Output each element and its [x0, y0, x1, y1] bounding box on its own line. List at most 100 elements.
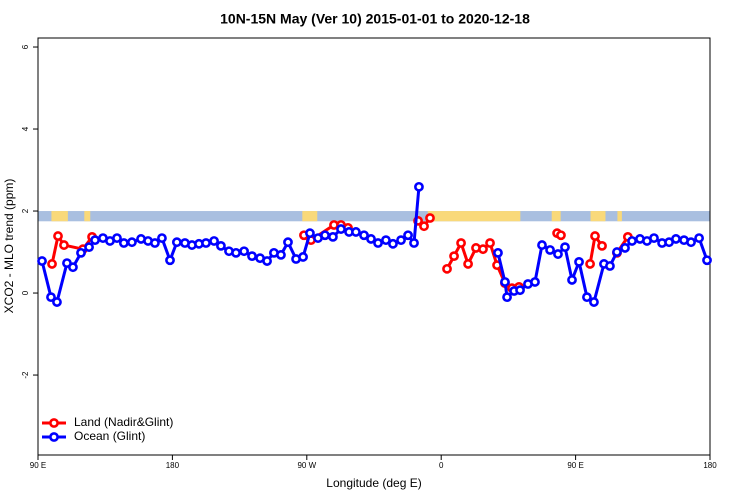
data-point [165, 255, 175, 266]
data-point [442, 263, 452, 274]
data-point [231, 247, 241, 258]
data-point [68, 262, 78, 273]
data-point [530, 277, 540, 287]
data-point [359, 230, 369, 241]
data-point [118, 238, 129, 248]
data-point [328, 231, 338, 242]
data-point [276, 250, 286, 260]
data-point [627, 236, 637, 246]
plot-frame [37, 37, 711, 456]
data-point [47, 259, 57, 269]
data-point [403, 230, 413, 241]
legend-label: Ocean (Glint) [74, 429, 145, 443]
data-point [320, 230, 330, 241]
land-mask [51, 211, 68, 222]
data-point [671, 234, 681, 244]
data-point [702, 255, 712, 266]
data-point [537, 240, 547, 250]
legend-marker [49, 432, 59, 442]
y-tick-label: 0 [21, 290, 30, 295]
x-tick-label: 0 [439, 461, 444, 470]
data-point [425, 213, 435, 223]
data-point [112, 233, 122, 243]
land-mask [427, 211, 521, 222]
data-point [171, 237, 182, 248]
data-point [52, 297, 62, 307]
data-point [686, 237, 696, 248]
x-tick-label: 90 W [297, 461, 316, 470]
land-mask [617, 211, 622, 222]
x-tick-label: 90 E [30, 461, 46, 470]
data-point [649, 233, 659, 243]
data-point [493, 247, 503, 258]
data-point [59, 240, 69, 250]
data-point [76, 247, 86, 258]
data-point [366, 234, 376, 244]
data-point [283, 237, 293, 248]
data-point [396, 235, 406, 246]
data-point [388, 238, 398, 249]
data-point [90, 235, 100, 246]
data-point [409, 238, 419, 248]
legend-marker [49, 418, 59, 428]
x-axis-label: Longitude (deg E) [326, 476, 421, 490]
data-point [590, 231, 600, 241]
data-point [597, 240, 607, 251]
data-point [414, 181, 424, 192]
data-point [449, 251, 459, 262]
data-point [351, 227, 361, 237]
data-point [298, 252, 308, 262]
data-point [456, 238, 466, 248]
x-tick-label: 180 [166, 461, 180, 470]
data-point [500, 277, 510, 287]
data-point [612, 247, 622, 257]
data-point [336, 224, 346, 234]
data-point [582, 292, 592, 303]
chart-title: 10N-15N May (Ver 10) 2015-01-01 to 2020-… [220, 11, 530, 27]
data-point [201, 238, 211, 248]
data-point [239, 246, 249, 257]
data-point [463, 259, 473, 269]
data-point [209, 236, 219, 246]
x-tick-label: 90 E [567, 461, 583, 470]
data-point [381, 235, 391, 246]
data-point [485, 238, 495, 248]
data-point [373, 238, 383, 248]
data-point [53, 231, 63, 241]
data-point [478, 244, 488, 255]
data-point [502, 292, 512, 303]
data-point [567, 275, 577, 285]
data-point [620, 243, 630, 253]
data-point [247, 251, 257, 262]
data-point [157, 233, 167, 243]
ocean-mask-band [38, 211, 710, 222]
x-tick-label: 180 [703, 461, 717, 470]
data-point [46, 292, 56, 303]
data-point [150, 238, 160, 248]
data-point [127, 237, 137, 248]
data-point [605, 261, 615, 271]
data-point [419, 221, 429, 232]
land-mask [302, 211, 318, 222]
data-point [545, 245, 555, 255]
data-point [216, 240, 226, 251]
data-point [515, 285, 525, 296]
data-point [560, 242, 570, 253]
y-tick-label: 6 [21, 44, 30, 49]
data-point [553, 249, 563, 259]
y-axis-label: XCO2 - MLO trend (ppm) [2, 179, 16, 314]
data-point [556, 230, 566, 241]
land-mask [590, 211, 606, 222]
land-mask [551, 211, 561, 222]
data-point [574, 256, 584, 267]
data-point [694, 233, 704, 243]
data-point [305, 228, 315, 239]
data-point [84, 242, 94, 253]
legend-label: Land (Nadir&Glint) [74, 415, 173, 429]
y-tick-label: 2 [21, 208, 30, 213]
data-point [262, 256, 272, 266]
y-tick-label: 4 [21, 126, 30, 131]
land-mask [84, 211, 91, 222]
data-point [585, 259, 595, 269]
data-point [589, 297, 599, 307]
